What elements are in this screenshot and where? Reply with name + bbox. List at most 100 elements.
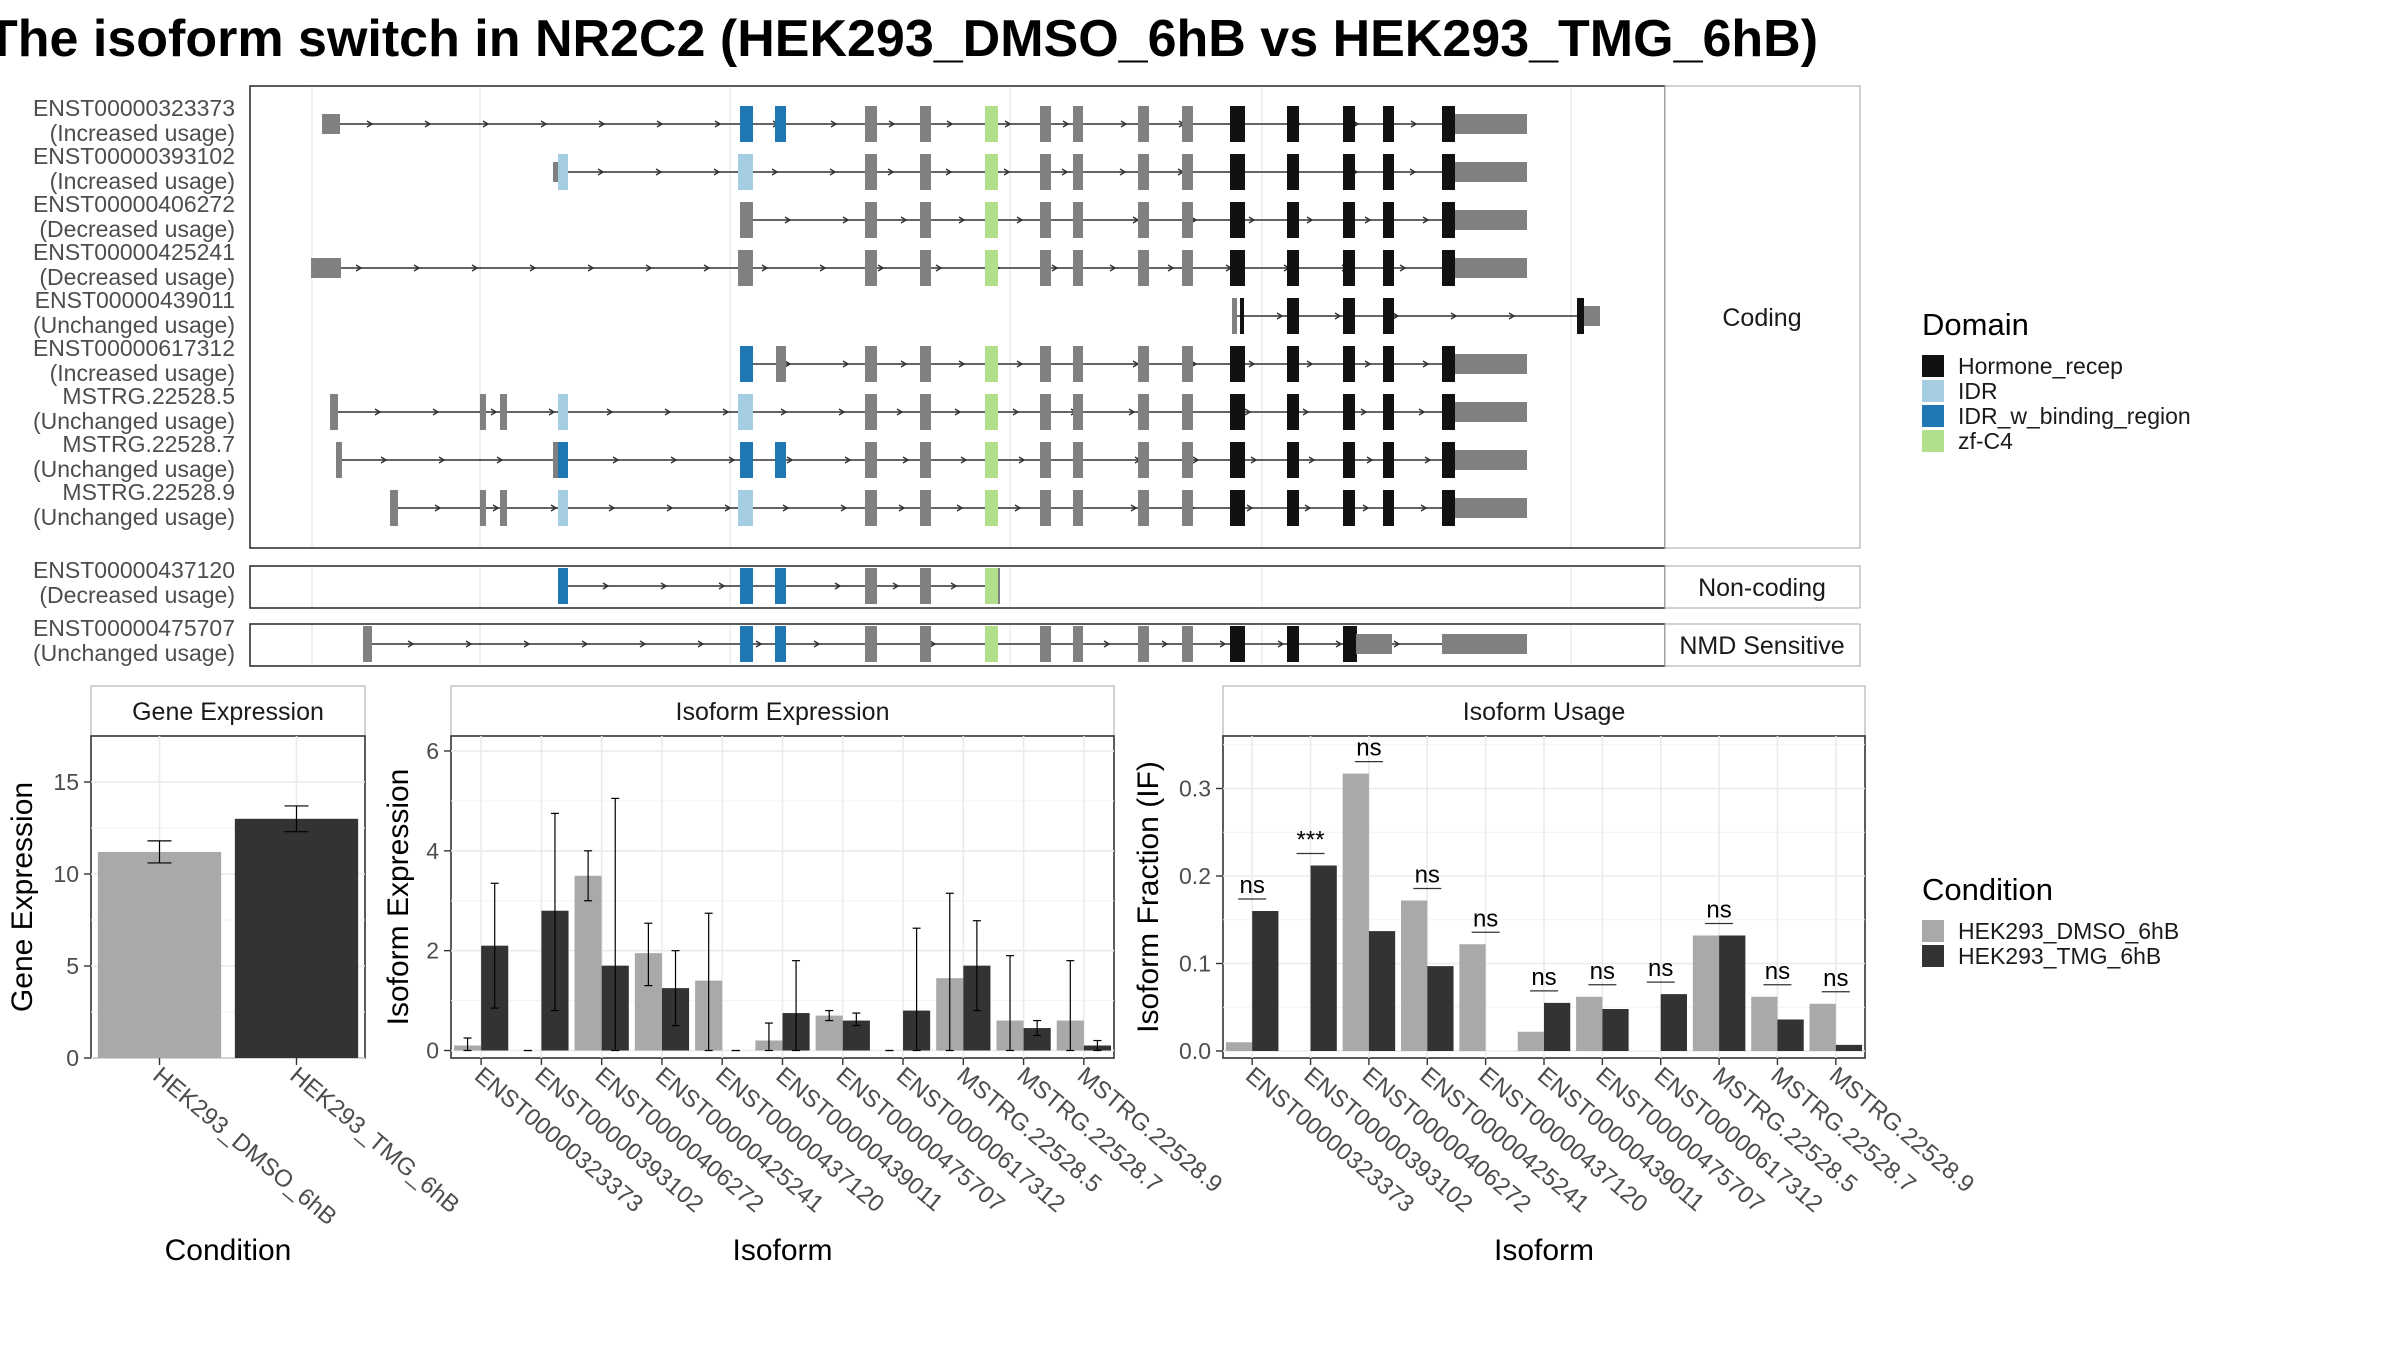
- bar: [1544, 1002, 1571, 1051]
- strand-arrow: [639, 640, 647, 648]
- strand-arrow: [1422, 216, 1430, 224]
- strand-arrow: [1362, 504, 1370, 512]
- hormone-recep-domain: [1383, 250, 1394, 286]
- strand-arrow: [1244, 408, 1252, 416]
- bar: [234, 818, 359, 1058]
- chart-strip: [450, 685, 1115, 737]
- idr-binding-domain: [740, 346, 753, 382]
- transcript-id-label: ENST00000439011: [35, 287, 235, 313]
- exon-block: [1073, 626, 1083, 662]
- strand-arrow: [840, 504, 848, 512]
- strand-arrow: [587, 264, 595, 272]
- exon-block: [1073, 346, 1083, 382]
- strand-arrow: [1276, 312, 1284, 320]
- hormone-recep-domain: [1343, 442, 1355, 478]
- exon-block: [865, 346, 877, 382]
- strand-arrow: [1219, 640, 1227, 648]
- strand-arrow: [490, 408, 498, 416]
- strand-arrow: [786, 456, 794, 464]
- zf-c4-domain: [985, 202, 998, 238]
- strand-arrow: [697, 640, 705, 648]
- strand-arrow: [1004, 120, 1012, 128]
- exon-block: [920, 490, 931, 526]
- strand-arrow: [432, 408, 440, 416]
- x-axis-title: Condition: [165, 1234, 292, 1267]
- strand-arrow: [670, 456, 678, 464]
- exon-block: [1138, 106, 1149, 142]
- exon-block: [920, 442, 931, 478]
- transcript-usage-label: (Increased usage): [50, 120, 235, 146]
- strand-arrow: [900, 216, 908, 224]
- transcript-id-label: ENST00000617312: [33, 335, 235, 361]
- significance-label: ns: [1473, 905, 1498, 932]
- exon-block: [1182, 346, 1193, 382]
- strand-arrow: [1109, 264, 1117, 272]
- transcript-id-label: ENST00000406272: [33, 191, 235, 217]
- transcript-usage-label: (Decreased usage): [39, 216, 235, 242]
- y-tick-label: 4: [426, 838, 439, 864]
- transcript-id-label: ENST00000437120: [33, 557, 235, 583]
- exon-block: [363, 626, 372, 662]
- bar: [1401, 900, 1428, 1051]
- exon-block: [920, 250, 931, 286]
- bar: [1602, 1009, 1629, 1051]
- domain-legend-label: IDR: [1958, 378, 1998, 404]
- exon-block: [1138, 154, 1149, 190]
- zf-c4-domain: [985, 394, 998, 430]
- domain-legend-key: [1922, 405, 1944, 427]
- hormone-recep-domain: [1287, 346, 1299, 382]
- exon-block: [1073, 250, 1083, 286]
- exon-block: [920, 154, 931, 190]
- strand-arrow: [1308, 456, 1316, 464]
- transcript-usage-label: (Unchanged usage): [33, 640, 235, 666]
- strand-arrow: [946, 120, 954, 128]
- utr-block: [1356, 634, 1392, 654]
- strand-arrow: [1335, 640, 1343, 648]
- strand-arrow: [718, 582, 726, 590]
- strand-arrow: [935, 264, 943, 272]
- significance-label: ns: [1765, 958, 1790, 985]
- chart-title: Isoform Expression: [676, 698, 890, 726]
- exon-block: [1138, 490, 1149, 526]
- exon-block: [330, 394, 338, 430]
- exon-block: [1138, 346, 1149, 382]
- strand-arrow: [1364, 216, 1372, 224]
- hormone-recep-domain: [1442, 106, 1455, 142]
- hormone-recep-domain: [1343, 490, 1355, 526]
- strand-arrow: [602, 582, 610, 590]
- hormone-recep-domain: [1230, 394, 1245, 430]
- hormone-recep-domain: [1442, 346, 1455, 382]
- idr-binding-domain: [775, 568, 786, 604]
- y-tick-label: 6: [426, 738, 439, 764]
- utr-block: [1455, 450, 1527, 470]
- idr-binding-domain: [775, 106, 786, 142]
- condition-legend-key: [1922, 920, 1944, 942]
- exon-block: [1182, 442, 1193, 478]
- strand-arrow: [1128, 408, 1136, 416]
- zf-c4-domain: [985, 626, 998, 662]
- strand-arrow: [902, 456, 910, 464]
- utr-block: [1455, 162, 1527, 182]
- strand-arrow: [1393, 640, 1401, 648]
- hormone-recep-domain: [1383, 298, 1394, 334]
- idr-binding-domain: [740, 106, 753, 142]
- bar: [1576, 996, 1603, 1051]
- transcript-usage-label: (Increased usage): [50, 360, 235, 386]
- chart-title: Gene Expression: [132, 698, 324, 726]
- exon-block: [865, 626, 877, 662]
- y-tick-label: 5: [66, 953, 79, 979]
- isoform-usage-chart: Isoform Usage0.00.10.20.3nsENST000003233…: [1132, 685, 1979, 1267]
- exon-block: [1040, 202, 1051, 238]
- significance-label: ns: [1706, 897, 1731, 924]
- utr-block: [1584, 306, 1600, 326]
- domain-legend-key: [1922, 355, 1944, 377]
- exon-block: [1182, 202, 1193, 238]
- significance-label: ns: [1823, 965, 1848, 992]
- bar: [1342, 773, 1369, 1051]
- chart-title: Isoform Usage: [1463, 698, 1626, 726]
- strand-arrow: [830, 120, 838, 128]
- strand-arrow: [1399, 264, 1407, 272]
- strand-arrow: [755, 640, 763, 648]
- hormone-recep-domain: [1287, 394, 1299, 430]
- strand-arrow: [1014, 504, 1022, 512]
